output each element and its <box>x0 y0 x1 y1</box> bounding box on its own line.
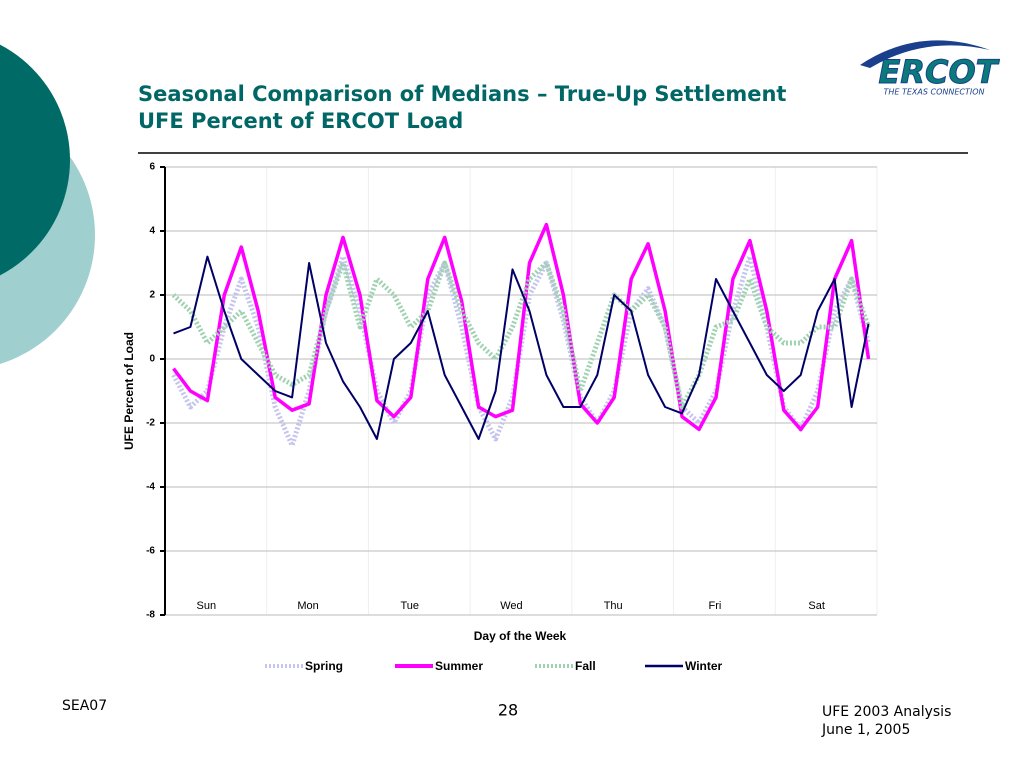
footer-right: UFE 2003 Analysis <box>822 704 951 720</box>
logo-swoosh <box>860 40 990 68</box>
x-tick-label: Sun <box>197 600 217 612</box>
legend-label: Spring <box>305 659 343 673</box>
chart-subtitle: UFE Percent of ERCOT Load <box>138 109 463 133</box>
x-tick-label: Wed <box>500 600 522 612</box>
y-tick-label: 2 <box>149 290 155 301</box>
y-tick-label: -6 <box>146 546 155 557</box>
footer-left: SEA07 <box>62 698 107 714</box>
series-line <box>173 255 870 440</box>
decor-circle <box>0 44 70 276</box>
x-tick-label: Sat <box>808 600 825 612</box>
legend-label: Summer <box>435 659 483 673</box>
legend-label: Fall <box>575 659 596 673</box>
series-line <box>171 260 871 410</box>
y-tick-label: 4 <box>149 226 155 237</box>
x-axis-label: Day of the Week <box>474 629 567 643</box>
legend-label: Winter <box>685 659 723 673</box>
x-tick-label: Thu <box>604 600 623 612</box>
series-line <box>172 222 871 432</box>
page-number: 28 <box>498 701 518 720</box>
x-tick-label: Mon <box>297 600 318 612</box>
x-tick-label: Tue <box>400 600 419 612</box>
y-tick-label: -8 <box>146 610 155 621</box>
y-axis-label: UFE Percent of Load <box>122 332 136 450</box>
chart-title: Seasonal Comparison of Medians – True-Up… <box>138 82 786 106</box>
y-tick-label: 6 <box>149 162 155 173</box>
x-tick-label: Fri <box>708 600 721 612</box>
logo-name: ERCOT <box>878 53 999 91</box>
logo-tagline: THE TEXAS CONNECTION <box>883 88 984 97</box>
y-tick-label: -4 <box>146 482 155 493</box>
y-tick-label: 0 <box>149 354 155 365</box>
footer-right: June 1, 2005 <box>821 722 910 738</box>
y-tick-label: -2 <box>146 418 155 429</box>
